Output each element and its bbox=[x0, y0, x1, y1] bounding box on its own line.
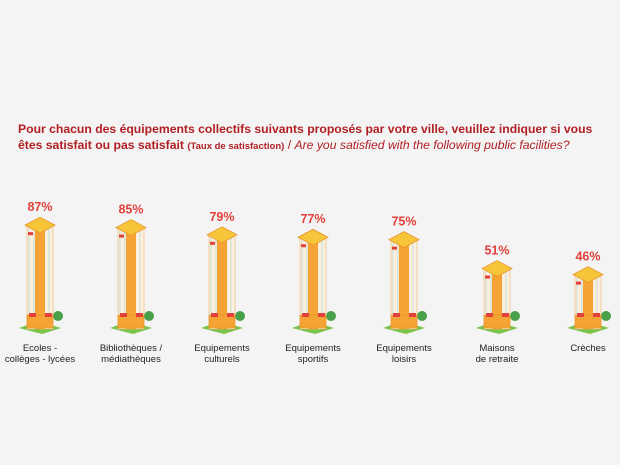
bar-accent bbox=[409, 313, 416, 317]
bar-accent bbox=[576, 281, 581, 285]
bar-group bbox=[201, 226, 245, 334]
bar-accent bbox=[136, 313, 143, 317]
bar-accent bbox=[593, 313, 600, 317]
bar-accent bbox=[485, 275, 490, 279]
bar-foot bbox=[574, 314, 602, 329]
bar-accent bbox=[45, 313, 52, 317]
bar-core bbox=[492, 267, 502, 329]
bar-accent bbox=[120, 313, 127, 317]
bar-core bbox=[583, 273, 593, 329]
bar-ornament bbox=[326, 311, 336, 321]
value-label: 77% bbox=[300, 212, 325, 226]
value-label: 51% bbox=[484, 244, 509, 258]
bar-foot bbox=[26, 314, 54, 329]
category-label: culturels bbox=[204, 354, 240, 365]
bar-accent bbox=[577, 313, 584, 317]
value-label: 79% bbox=[209, 210, 234, 224]
title-french-note: (Taux de satisfaction) bbox=[187, 141, 285, 152]
bar-accent bbox=[211, 313, 218, 317]
category-label: Ecoles - bbox=[23, 343, 57, 354]
bar-foot bbox=[299, 314, 327, 329]
value-label: 46% bbox=[575, 250, 600, 264]
value-label: 75% bbox=[391, 215, 416, 229]
bar-core bbox=[217, 233, 227, 329]
bar-accent bbox=[210, 241, 215, 245]
bar-group bbox=[19, 216, 63, 334]
bar-group bbox=[383, 231, 427, 334]
bar-accent bbox=[393, 313, 400, 317]
bar-cap bbox=[115, 219, 147, 237]
bar-foot bbox=[208, 314, 236, 329]
bar-accent bbox=[318, 313, 325, 317]
title-separator: / bbox=[287, 138, 292, 152]
bar-core bbox=[35, 224, 45, 329]
bar-foot bbox=[117, 314, 145, 329]
bar-group bbox=[292, 228, 336, 334]
title-english: Are you satisfied with the following pub… bbox=[294, 138, 570, 152]
bar-ornament bbox=[601, 311, 611, 321]
bar-ornament bbox=[417, 311, 427, 321]
bar-group bbox=[476, 260, 520, 334]
category-label: Equipements bbox=[194, 343, 250, 354]
bar-accent bbox=[301, 244, 306, 248]
bar-ornament bbox=[144, 311, 154, 321]
bar-ornament bbox=[510, 311, 520, 321]
bar-accent bbox=[227, 313, 234, 317]
bar-core bbox=[126, 226, 136, 329]
bar-cap bbox=[572, 266, 604, 284]
bar-accent bbox=[302, 313, 309, 317]
bar-group bbox=[567, 266, 611, 334]
bar-core bbox=[308, 236, 318, 329]
bar-accent bbox=[502, 313, 509, 317]
bar-cap bbox=[297, 228, 329, 246]
category-label: Equipements bbox=[285, 343, 341, 354]
bar-accent bbox=[29, 313, 36, 317]
chart-title: Pour chacun des équipements collectifs s… bbox=[18, 121, 608, 155]
value-label: 87% bbox=[27, 200, 52, 214]
bar-group bbox=[110, 219, 154, 334]
bar-ornament bbox=[53, 311, 63, 321]
bar-ornament bbox=[235, 311, 245, 321]
category-label: Crèches bbox=[570, 343, 606, 354]
bar-accent bbox=[119, 234, 124, 238]
category-label: collèges - lycées bbox=[5, 354, 75, 365]
value-label: 85% bbox=[118, 203, 143, 217]
bar-foot bbox=[483, 314, 511, 329]
category-label: loisirs bbox=[392, 354, 417, 365]
bar-foot bbox=[390, 314, 418, 329]
category-label: Equipements bbox=[376, 343, 432, 354]
category-label: de retraite bbox=[476, 354, 519, 365]
bar-cap bbox=[481, 260, 513, 277]
title-french: Pour chacun des équipements collectifs s… bbox=[18, 122, 593, 152]
bar-core bbox=[399, 238, 409, 329]
bar-cap bbox=[388, 231, 420, 249]
category-label: sportifs bbox=[298, 354, 329, 365]
bar-accent bbox=[486, 313, 493, 317]
bar-cap bbox=[206, 226, 238, 244]
category-label: médiathèques bbox=[101, 354, 161, 365]
category-label: Maisons bbox=[479, 343, 515, 354]
bar-accent bbox=[392, 246, 397, 250]
bar-cap bbox=[24, 216, 56, 234]
category-label: Bibliothèques / bbox=[100, 343, 163, 354]
bar-accent bbox=[28, 232, 33, 236]
